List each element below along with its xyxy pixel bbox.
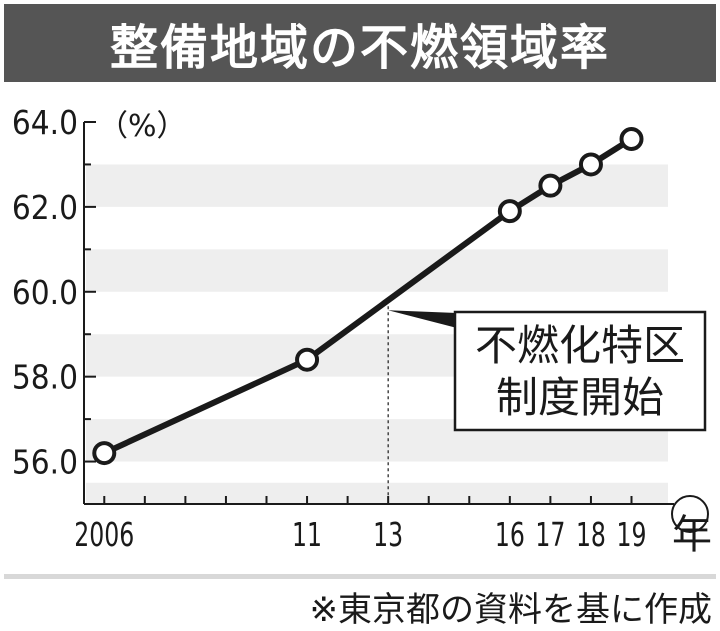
- footer-rule: [4, 574, 716, 579]
- x-tick-label: 11: [292, 515, 322, 554]
- y-unit-label: （%）: [98, 109, 187, 144]
- annotation-text: 不燃化特区: [475, 321, 685, 370]
- data-point: [619, 126, 644, 151]
- data-point: [538, 173, 563, 198]
- data-point: [295, 347, 320, 372]
- chart-title: 整備地域の不燃領域率: [109, 20, 610, 76]
- y-tick-label: 58.0: [12, 358, 78, 397]
- y-tick-label: 56.0: [12, 443, 78, 482]
- background-stripe: [86, 482, 668, 504]
- y-tick-label: 60.0: [12, 273, 78, 312]
- data-point: [92, 441, 117, 466]
- y-tick-label: 62.0: [12, 188, 78, 227]
- x-tick-label: 16: [495, 515, 525, 554]
- x-unit-label: 年: [672, 512, 712, 558]
- data-point: [578, 152, 603, 177]
- annotation-pointer: [388, 310, 457, 328]
- source-note: ※東京都の資料を基に作成: [309, 590, 713, 630]
- x-tick-label: 17: [535, 515, 565, 554]
- title-bar: 整備地域の不燃領域率: [4, 4, 716, 82]
- background-stripe: [86, 249, 668, 292]
- data-point: [497, 199, 522, 224]
- annotation-box: [453, 310, 707, 432]
- x-tick-label: 13: [373, 515, 403, 554]
- x-unit-circle: [671, 495, 709, 533]
- y-tick-label: 64.0: [12, 103, 78, 142]
- annotation-text: 制度開始: [496, 373, 664, 422]
- x-tick-label: 18: [576, 515, 606, 554]
- x-tick-label: 2006: [74, 515, 134, 554]
- x-tick-label: 19: [617, 515, 647, 554]
